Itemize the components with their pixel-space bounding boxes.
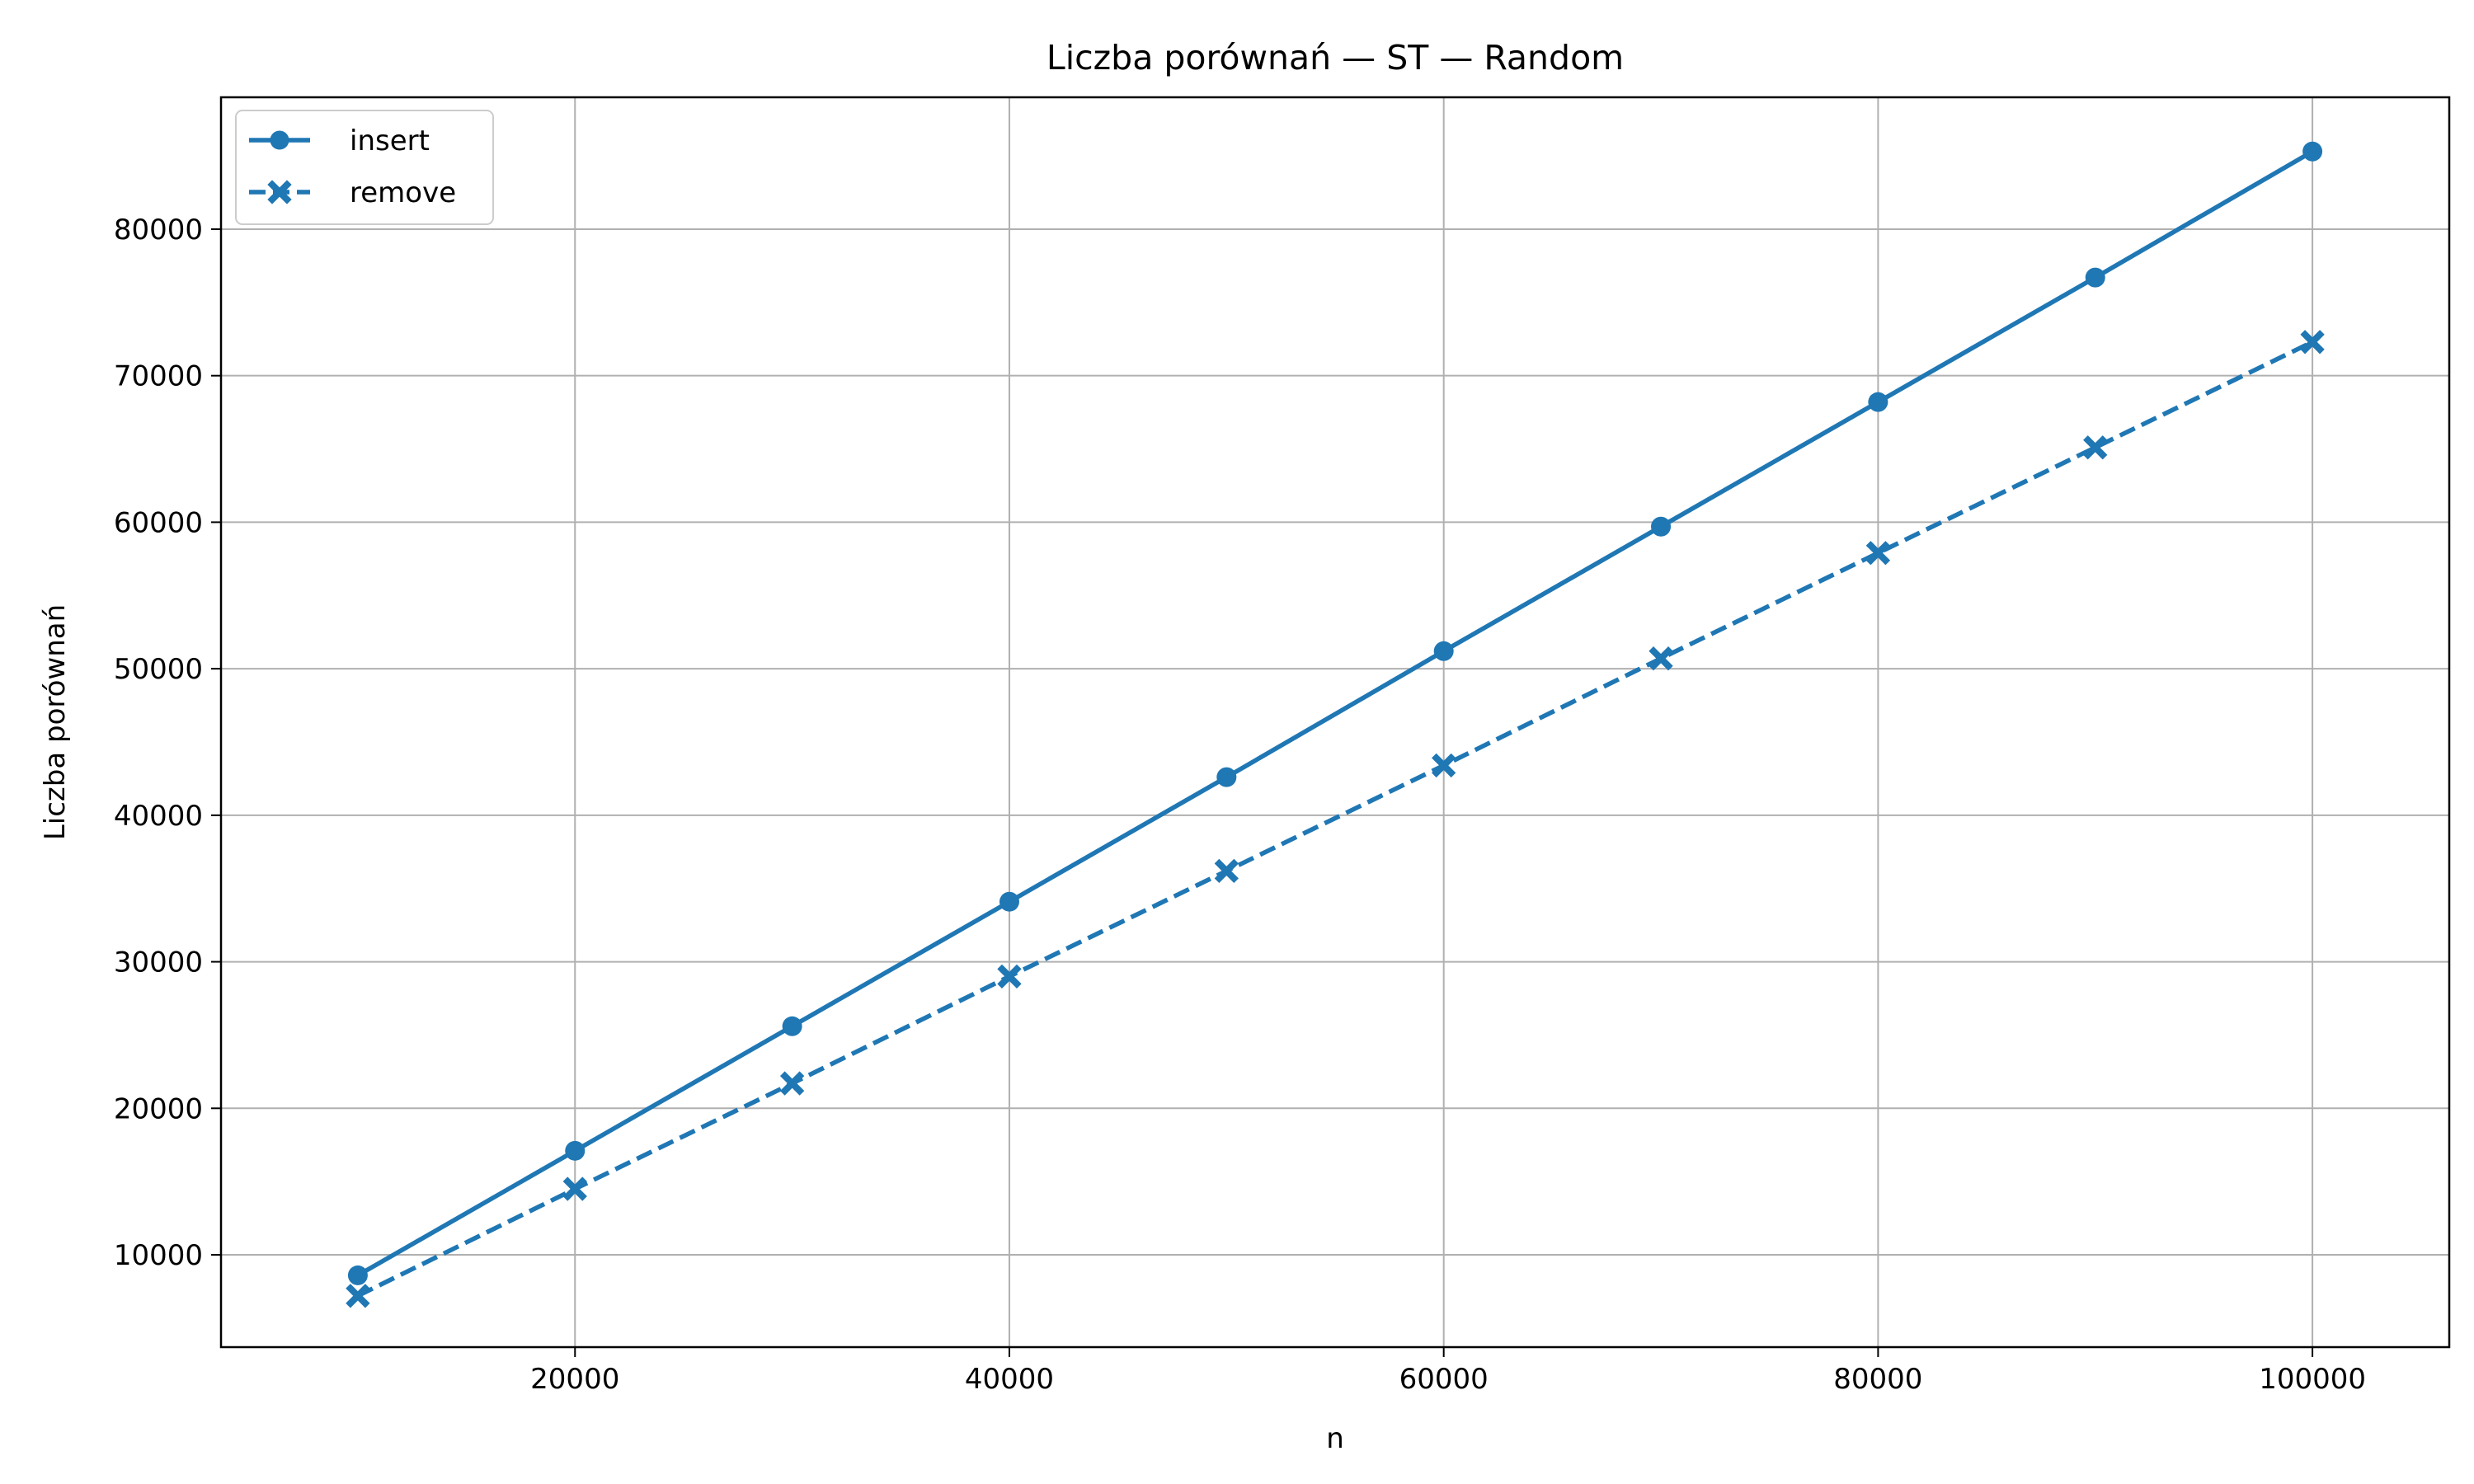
data-point-insert <box>1868 392 1888 412</box>
legend-label-remove: remove <box>350 176 456 209</box>
data-point-remove <box>1214 858 1239 884</box>
x-tick-label: 100000 <box>2259 1363 2366 1396</box>
data-point-remove <box>1865 541 1891 566</box>
legend-entry-insert: insert <box>249 124 430 157</box>
y-tick-label: 80000 <box>114 214 203 247</box>
legend-marker-remove <box>267 180 292 204</box>
legend: insert remove <box>235 110 494 225</box>
plot-area-frame <box>219 96 2451 1349</box>
x-tick-label: 60000 <box>1399 1363 1489 1396</box>
y-axis-label: Liczba porównań <box>39 604 72 840</box>
data-point-insert <box>782 1016 802 1036</box>
data-point-remove <box>2300 330 2325 355</box>
legend-entry-remove: remove <box>249 176 456 209</box>
data-point-insert <box>1433 641 1454 661</box>
y-tick-label: 20000 <box>114 1092 203 1125</box>
x-tick-label: 80000 <box>1833 1363 1922 1396</box>
data-point-remove <box>346 1284 370 1308</box>
chart-title: Liczba porównań — ST — Random <box>1047 38 1624 77</box>
y-tick-label: 40000 <box>114 800 203 833</box>
grid-lines <box>221 97 2449 1347</box>
y-tick-label: 60000 <box>114 506 203 539</box>
x-tick-label: 20000 <box>530 1363 619 1396</box>
series-remove <box>346 330 2325 1308</box>
data-point-insert <box>1651 516 1672 537</box>
data-point-remove <box>2083 435 2108 460</box>
data-point-insert <box>999 891 1019 912</box>
y-axis-ticks: 10000 20000 30000 40000 50000 60000 70000 80000 <box>114 214 221 1272</box>
data-point-remove <box>997 964 1022 989</box>
series-insert <box>347 141 2323 1285</box>
series-line-remove <box>356 340 2314 1298</box>
series-layer <box>346 141 2325 1308</box>
data-point-remove <box>1432 753 1456 778</box>
data-point-insert <box>1216 767 1237 787</box>
y-tick-label: 50000 <box>114 653 203 686</box>
series-line-insert <box>356 149 2314 1278</box>
legend-marker-insert <box>270 130 289 150</box>
y-tick-label: 70000 <box>114 360 203 393</box>
data-point-insert <box>2085 267 2105 288</box>
x-tick-label: 40000 <box>965 1363 1054 1396</box>
legend-label-insert: insert <box>350 124 430 157</box>
data-point-remove <box>779 1071 805 1096</box>
data-point-remove <box>1649 646 1673 671</box>
y-tick-label: 30000 <box>114 946 203 979</box>
x-axis-label: n <box>1326 1422 1344 1455</box>
data-point-insert <box>565 1140 586 1161</box>
x-axis-ticks: 20000 40000 60000 80000 100000 <box>530 1347 2366 1396</box>
data-point-remove <box>562 1176 587 1201</box>
data-point-insert <box>2302 141 2323 162</box>
data-point-insert <box>347 1265 368 1285</box>
y-tick-label: 10000 <box>114 1239 203 1272</box>
